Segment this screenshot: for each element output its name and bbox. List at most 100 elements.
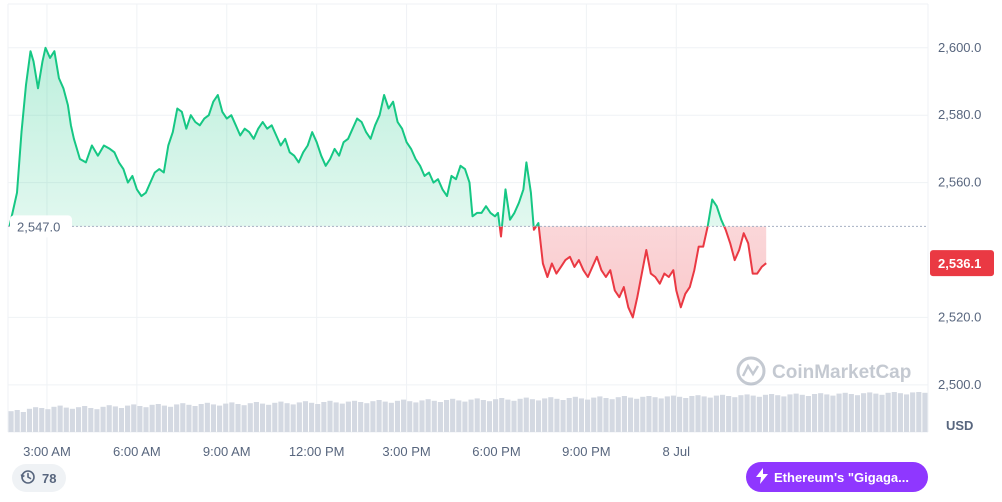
price-area bbox=[9, 47, 767, 318]
last-price-label-text: 2,536.1 bbox=[938, 256, 981, 271]
y-axis: 2,600.0 2,580.0 2,560.0 2,520.0 2,500.0 USD bbox=[938, 40, 981, 433]
x-tick-label: 9:00 AM bbox=[203, 444, 251, 459]
volume-bar bbox=[818, 393, 824, 432]
volume-bar bbox=[69, 408, 75, 432]
volume-bar bbox=[922, 392, 928, 432]
volume-bar bbox=[247, 403, 253, 432]
news-pill[interactable]: Ethereum's "Gigaga... bbox=[746, 462, 928, 492]
volume-bar bbox=[370, 401, 376, 432]
volume-bar bbox=[652, 397, 658, 432]
volume-bar bbox=[112, 406, 118, 432]
volume-bar bbox=[45, 409, 51, 432]
volume-bar bbox=[468, 399, 474, 432]
volume-bar bbox=[137, 406, 143, 432]
volume-bar bbox=[505, 399, 511, 432]
volume-bar bbox=[14, 410, 20, 432]
volume-bar bbox=[554, 398, 560, 432]
history-count: 78 bbox=[42, 470, 57, 486]
volume-bar bbox=[229, 402, 235, 432]
volume-bar bbox=[186, 404, 192, 432]
volume-bar bbox=[627, 397, 634, 432]
baseline: 2,547.0 bbox=[8, 215, 928, 238]
volume-bar bbox=[480, 400, 486, 432]
volume-bar bbox=[456, 400, 462, 432]
volume-bar bbox=[167, 406, 174, 432]
y-tick-label: 2,600.0 bbox=[938, 40, 981, 55]
volume-bar bbox=[811, 394, 818, 432]
volume-bar bbox=[824, 394, 830, 432]
volume-bar bbox=[407, 401, 413, 432]
volume-bar bbox=[192, 406, 198, 432]
volume-bar bbox=[591, 397, 597, 432]
volume-bar bbox=[217, 405, 223, 432]
baseline-label-bg bbox=[10, 215, 72, 238]
y-tick-label: 2,580.0 bbox=[938, 107, 981, 122]
volume-bar bbox=[259, 403, 266, 432]
volume-bar bbox=[51, 406, 57, 432]
volume-bar bbox=[597, 396, 603, 432]
price-line bbox=[8, 46, 767, 319]
volume-bar bbox=[419, 400, 425, 432]
volume-bar bbox=[425, 399, 431, 432]
y-tick-label: 2,500.0 bbox=[938, 377, 981, 392]
volume-bar bbox=[640, 396, 646, 432]
volume-bar bbox=[542, 398, 548, 432]
volume-bar bbox=[321, 402, 327, 432]
volume-bar bbox=[155, 404, 161, 432]
volume-bar bbox=[437, 402, 443, 432]
volume-bar bbox=[719, 394, 726, 432]
volume-bar bbox=[916, 392, 922, 432]
volume-bar bbox=[82, 406, 88, 432]
last-price-label: 2,536.1 bbox=[930, 250, 994, 277]
price-line-up bbox=[8, 46, 726, 227]
currency-label: USD bbox=[946, 418, 973, 433]
news-headline: Ethereum's "Gigaga... bbox=[774, 469, 909, 485]
volume-bar bbox=[848, 394, 854, 432]
volume-bar bbox=[578, 398, 585, 432]
volume-bar bbox=[756, 396, 762, 432]
volume-bar bbox=[689, 396, 695, 432]
volume-bar bbox=[873, 393, 879, 432]
volume-bar bbox=[302, 401, 309, 432]
volume-bar bbox=[272, 402, 278, 432]
coinmarketcap-logo-mark bbox=[741, 363, 760, 377]
x-tick-label: 12:00 PM bbox=[289, 444, 345, 459]
x-tick-label: 9:00 PM bbox=[562, 444, 610, 459]
volume-bar bbox=[523, 397, 529, 432]
volume-bar bbox=[713, 395, 719, 432]
volume-bar bbox=[854, 395, 861, 432]
volume-bar bbox=[664, 396, 670, 432]
volume-bar bbox=[910, 392, 916, 432]
history-pill[interactable]: 78 bbox=[12, 464, 67, 492]
volume-bar bbox=[603, 398, 609, 432]
x-tick-label: 6:00 PM bbox=[472, 444, 520, 459]
volume-bar bbox=[204, 402, 210, 432]
volume-bar bbox=[198, 404, 204, 432]
volume-bars bbox=[8, 392, 928, 432]
volume-bar bbox=[94, 409, 100, 432]
volume-bar bbox=[345, 401, 351, 432]
volume-bar bbox=[100, 406, 106, 432]
volume-bar bbox=[548, 397, 554, 432]
volume-bar bbox=[106, 405, 112, 432]
volume-bar bbox=[394, 400, 401, 432]
volume-bar bbox=[861, 393, 867, 432]
volume-bar bbox=[75, 407, 82, 432]
volume-bar bbox=[493, 399, 499, 432]
volume-bar bbox=[118, 408, 125, 432]
volume-bar bbox=[732, 397, 738, 432]
volume-bar bbox=[39, 408, 45, 432]
volume-bar bbox=[683, 398, 689, 432]
volume-bar bbox=[726, 396, 732, 432]
x-tick-label: 6:00 AM bbox=[113, 444, 161, 459]
volume-bar bbox=[529, 399, 535, 432]
coinmarketcap-logo-icon bbox=[736, 356, 766, 386]
volume-bar bbox=[609, 399, 615, 432]
volume-bar bbox=[315, 404, 321, 432]
volume-bar bbox=[401, 399, 407, 432]
volume-bar bbox=[8, 411, 14, 432]
volume-bar bbox=[376, 400, 382, 432]
volume-bar bbox=[634, 398, 640, 432]
